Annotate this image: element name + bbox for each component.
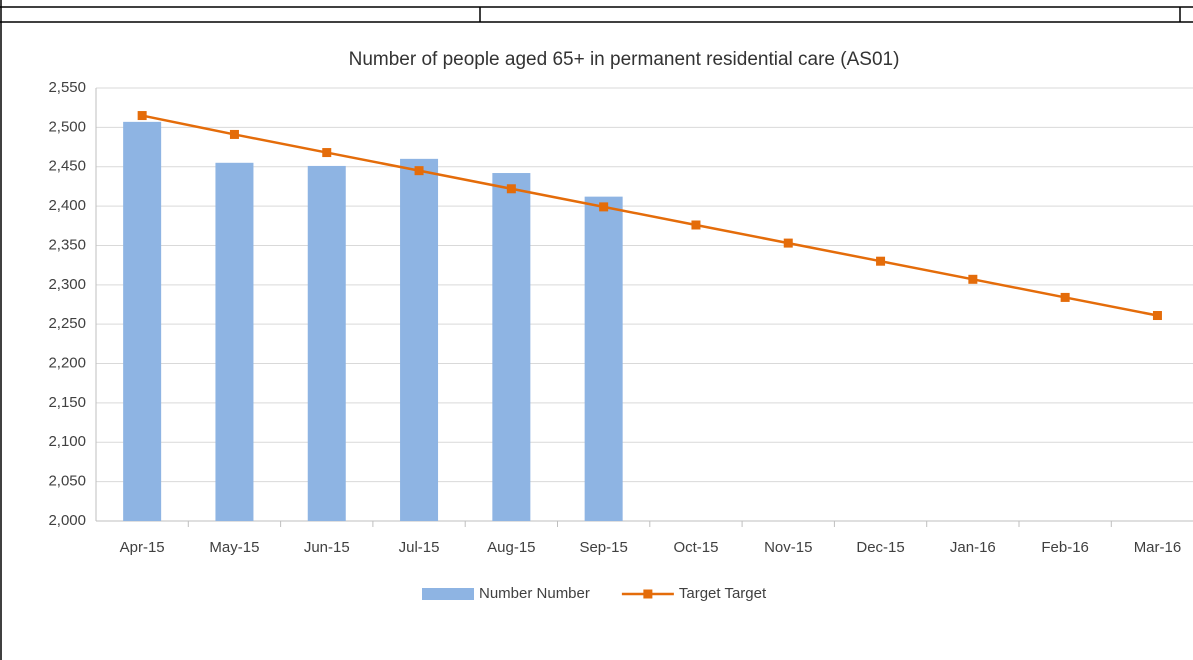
bar xyxy=(584,196,623,522)
marker xyxy=(1152,311,1162,321)
marker xyxy=(506,184,516,194)
y-tick-label: 2,550 xyxy=(48,79,86,96)
y-tick-label: 2,300 xyxy=(48,276,86,293)
bar xyxy=(307,165,346,521)
bar xyxy=(400,158,439,521)
x-tick-label: Aug-15 xyxy=(487,539,535,556)
chart-title: Number of people aged 65+ in permanent r… xyxy=(349,49,900,70)
marker xyxy=(599,202,609,212)
marker xyxy=(691,220,701,230)
line xyxy=(141,114,1158,317)
y-tick-label: 2,500 xyxy=(48,118,86,135)
y-tick-label: 2,450 xyxy=(48,158,86,175)
y-tick-label: 2,200 xyxy=(48,355,86,372)
bar xyxy=(492,173,531,521)
y-tick-label: 2,000 xyxy=(48,512,86,529)
legend-swatch xyxy=(643,589,653,599)
y-tick-label: 2,250 xyxy=(48,315,86,332)
x-tick-label: Jul-15 xyxy=(399,539,440,556)
marker xyxy=(1060,292,1070,302)
x-tick-label: Nov-15 xyxy=(764,539,812,556)
x-tick-label: Jun-15 xyxy=(304,539,350,556)
marker xyxy=(229,129,239,139)
legend-swatch xyxy=(422,588,474,600)
x-tick-label: Dec-15 xyxy=(856,539,904,556)
legend-label: Target Target xyxy=(679,585,767,602)
y-tick-label: 2,400 xyxy=(48,197,86,214)
y-tick-label: 2,050 xyxy=(48,473,86,490)
marker xyxy=(876,256,886,266)
marker xyxy=(968,274,978,284)
x-tick-label: Mar-16 xyxy=(1134,539,1182,556)
y-tick-label: 2,150 xyxy=(48,394,86,411)
legend-label: Number Number xyxy=(479,585,590,602)
x-tick-label: May-15 xyxy=(209,539,259,556)
x-tick-label: Sep-15 xyxy=(579,539,627,556)
x-tick-label: Oct-15 xyxy=(673,539,718,556)
marker xyxy=(783,238,793,248)
marker xyxy=(137,111,147,121)
marker xyxy=(322,148,332,158)
marker xyxy=(414,166,424,176)
x-tick-label: Jan-16 xyxy=(950,539,996,556)
y-tick-label: 2,100 xyxy=(48,433,86,450)
y-tick-label: 2,350 xyxy=(48,236,86,253)
bar xyxy=(123,121,162,522)
x-tick-label: Feb-16 xyxy=(1041,539,1089,556)
bar xyxy=(215,162,254,522)
x-tick-label: Apr-15 xyxy=(120,539,165,556)
